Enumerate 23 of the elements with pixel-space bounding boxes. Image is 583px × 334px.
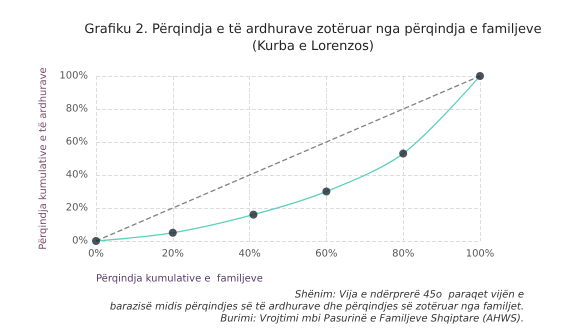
- y-tick-label: 40%: [66, 170, 88, 180]
- text: Burimi: Vrojtimi mbi Pasurinë e Familjeve Shqiptare (AHWS).: [220, 314, 524, 324]
- y-tick-label: 80%: [66, 104, 88, 114]
- point: [249, 210, 258, 219]
- point: [399, 150, 408, 158]
- x-tick-label: 20%: [162, 248, 184, 260]
- point: [168, 228, 177, 237]
- y-tick-label: 100%: [59, 70, 88, 82]
- x-tick-label: 60%: [315, 248, 338, 260]
- y-axis-title: Përqindja kumulative e të ardhurave: [38, 67, 50, 250]
- x-axis-title: Përqindja kumulative e familjeve: [96, 274, 263, 284]
- chart-title: Grafiku 2. Përqindja e të ardhurave zotëruar nga përqindja e familjeve (Kurba e Lorenzos): [84, 22, 542, 54]
- y-tick-label: 0%: [72, 236, 88, 246]
- y-tick-label: 60%: [66, 136, 88, 148]
- point: [92, 237, 100, 245]
- x-tick-label: 40%: [238, 248, 261, 260]
- x-tick-label: 0%: [88, 248, 104, 260]
- point: [476, 72, 484, 80]
- x-tick-label: 100%: [466, 248, 494, 260]
- text: Shënim: Vija e ndërprerë 45o paraqet vijën e barazisë midis përqindjes së të ardhurave dhe përqindjes së zotëruar nga familjet.: [110, 290, 524, 312]
- x-tick-label: 80%: [392, 248, 414, 260]
- y-tick-label: 20%: [66, 202, 88, 214]
- point: [322, 188, 330, 196]
